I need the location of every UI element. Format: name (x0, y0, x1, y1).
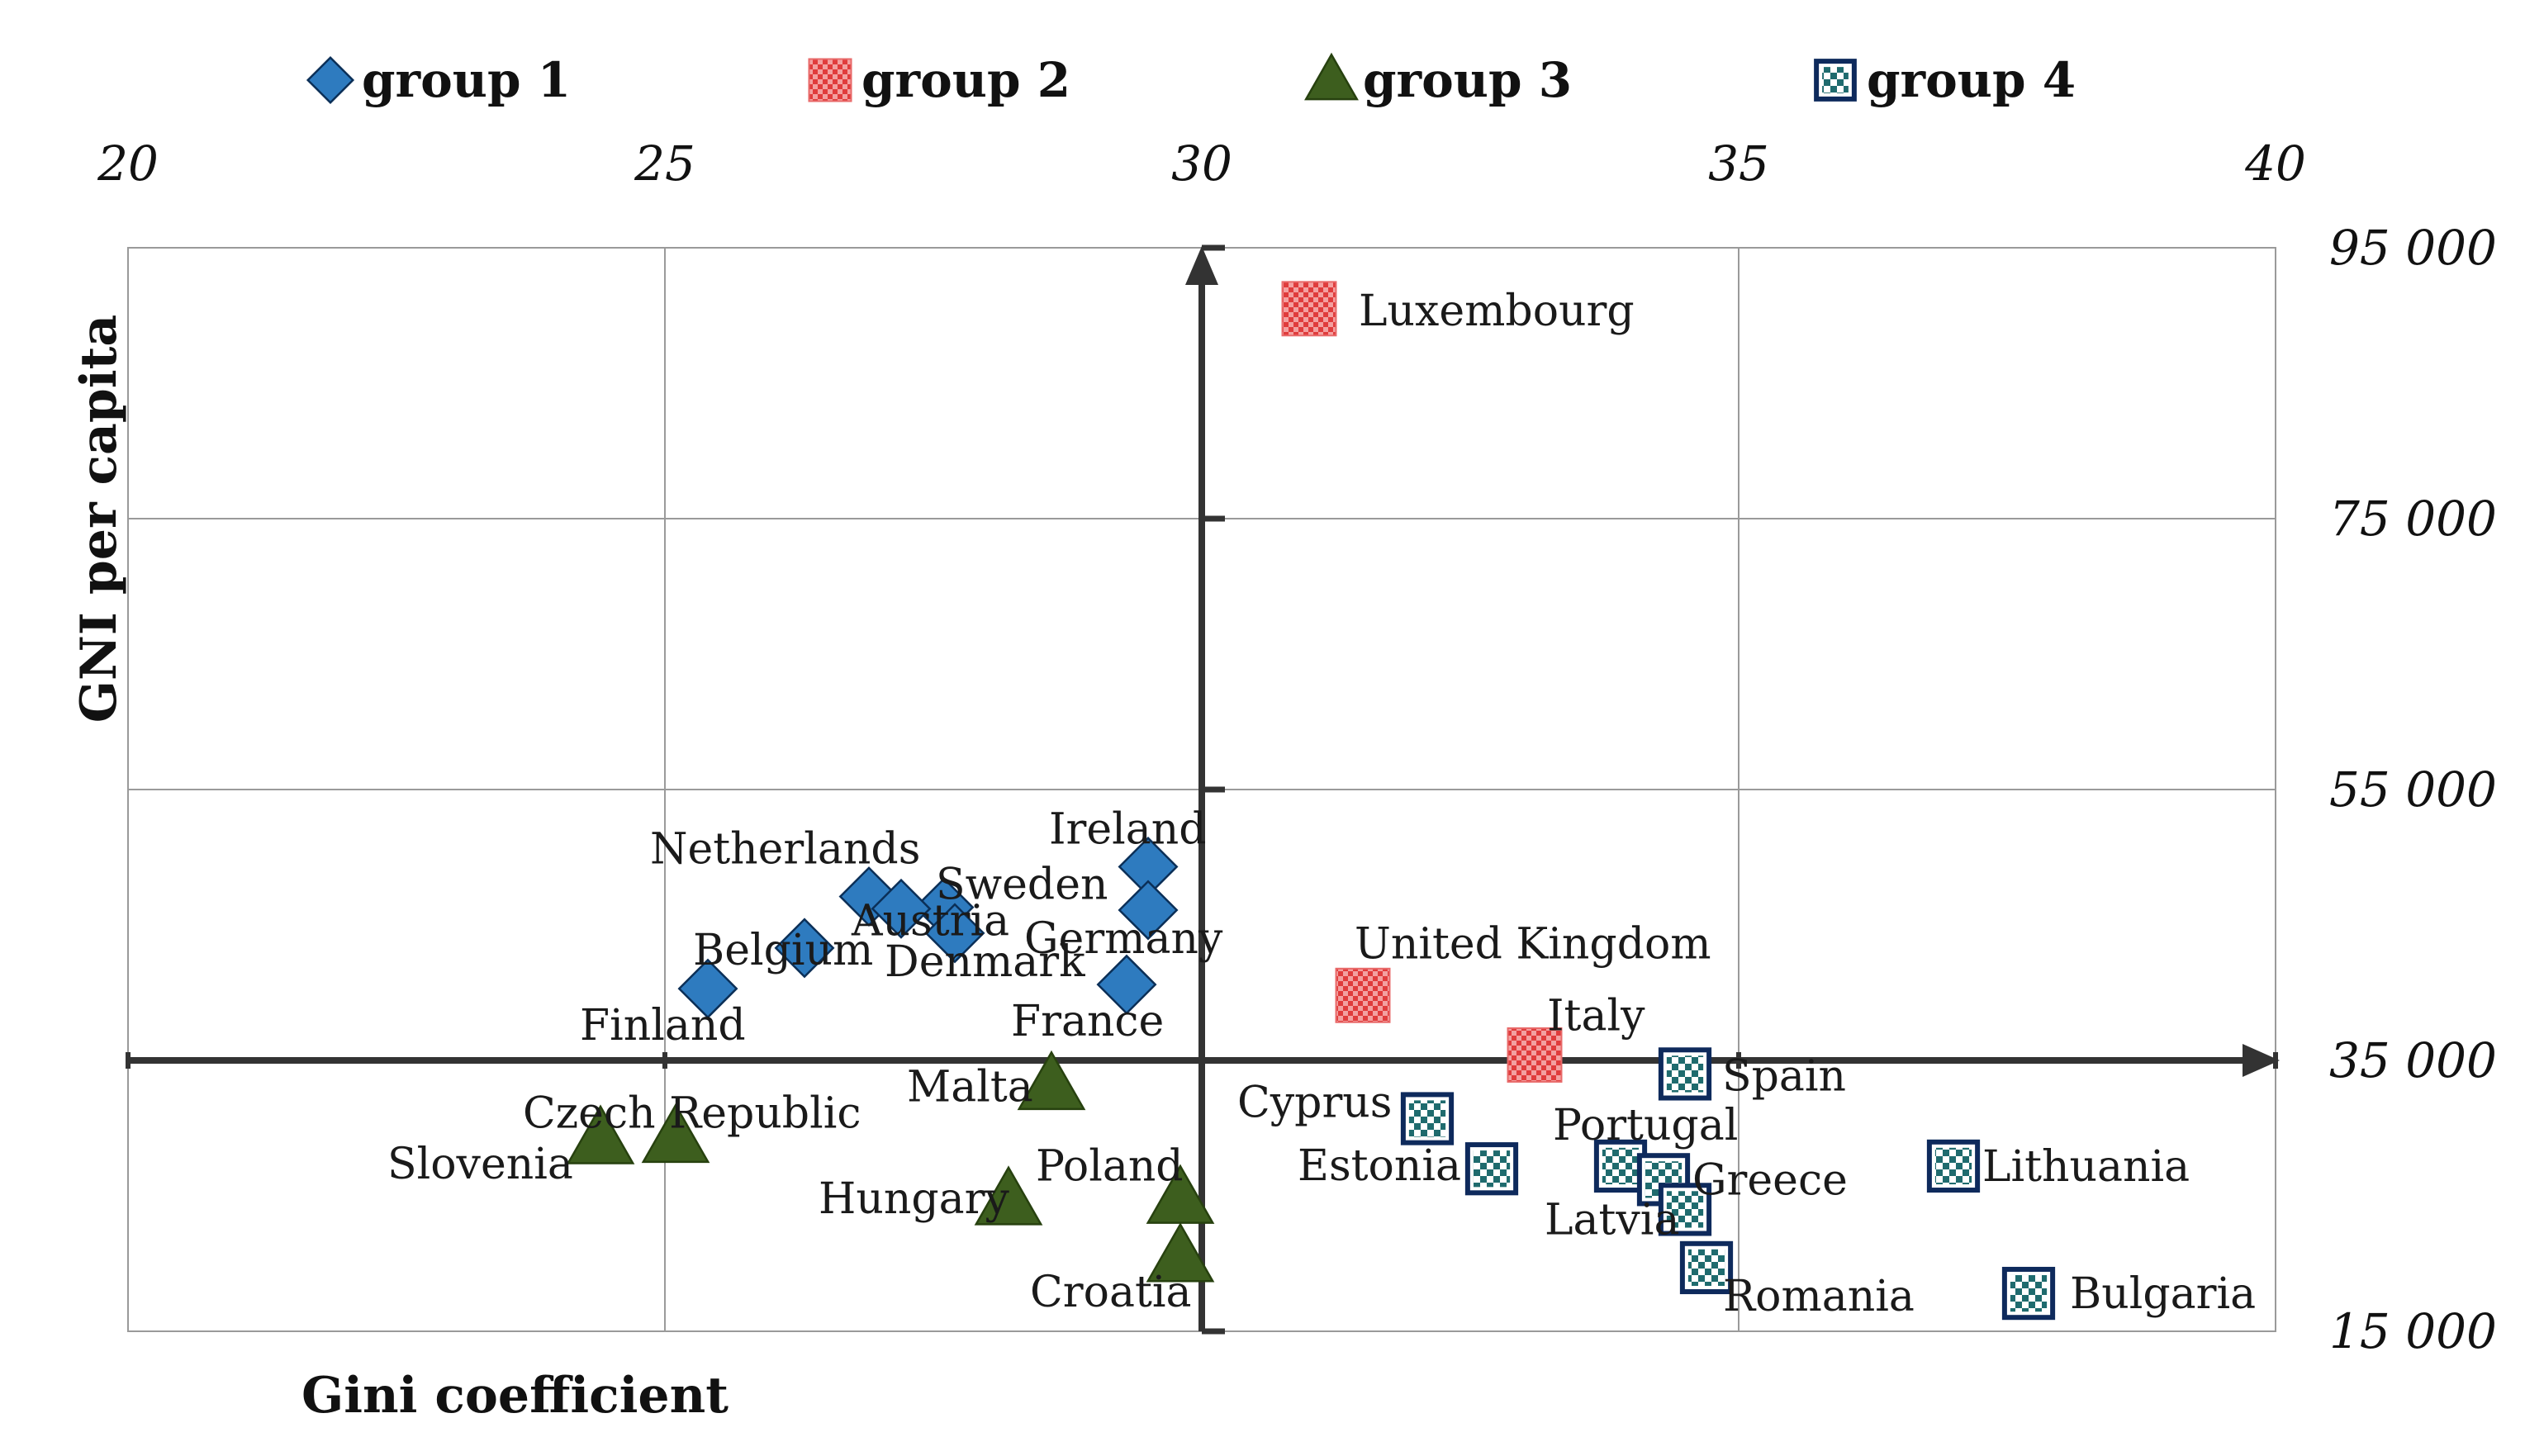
point-label: Romania (1723, 1272, 1915, 1321)
y-tick-label: 35 000 (2329, 1032, 2497, 1088)
point-label: Belgium (693, 926, 873, 975)
data-point (1400, 1092, 1455, 1145)
data-point (1679, 1240, 1734, 1295)
data-point (924, 903, 985, 964)
point-label: Poland (1036, 1141, 1184, 1191)
plot-area (126, 244, 2280, 1335)
legend-marker (306, 55, 355, 105)
y-tick-labels: 95 000 75 000 55 000 35 000 15 000 (2329, 220, 2497, 1359)
point-label: Luxembourg (1359, 287, 1635, 336)
legend-item: group 1 (306, 52, 571, 108)
point-label: Portugal (1553, 1101, 1738, 1150)
point-label: Ireland (1049, 804, 1207, 854)
data-point (774, 918, 835, 979)
x-tick-label: 30 (1171, 135, 1232, 192)
vertical-axis-arrow (1185, 246, 1218, 285)
data-point (974, 1165, 1043, 1226)
point-label: Bulgaria (2070, 1269, 2256, 1319)
data-point (1281, 281, 1337, 337)
point-label: Italy (1547, 991, 1645, 1041)
legend-label: group 4 (1867, 52, 2076, 108)
data-point (677, 958, 738, 1019)
y-tick-label: 95 000 (2329, 220, 2497, 276)
x-tick-label: 25 (634, 135, 695, 192)
point-label: Latvia (1545, 1195, 1679, 1245)
x-axis-title: Gini coefficient (301, 1367, 729, 1425)
data-point (641, 1103, 710, 1164)
point-label: Finland (580, 1001, 746, 1051)
y-tick-label: 15 000 (2329, 1303, 2497, 1359)
legend-marker (808, 58, 852, 102)
point-label: France (1011, 997, 1164, 1046)
data-point (1658, 1047, 1712, 1101)
legend-item: group 3 (1304, 52, 1572, 108)
point-label: Greece (1692, 1155, 1848, 1205)
y-tick-label: 75 000 (2329, 491, 2497, 547)
data-point (1146, 1222, 1215, 1283)
point-label: Czech Republic (523, 1088, 861, 1138)
legend: group 1 group 2 group 3 group 4 (306, 52, 2076, 108)
legend-marker (1814, 59, 1857, 102)
y-axis-title: GNI per capita (70, 315, 128, 723)
legend-item: group 4 (1814, 52, 2076, 108)
point-label: Slovenia (387, 1140, 573, 1189)
data-point (1926, 1139, 1981, 1193)
point-label: Malta (907, 1063, 1033, 1112)
point-label: Netherlands (650, 825, 920, 875)
legend-label: group 1 (362, 52, 571, 108)
data-point (1464, 1142, 1519, 1196)
data-point (871, 878, 932, 939)
point-label: Cyprus (1237, 1079, 1392, 1128)
point-label: Croatia (1030, 1268, 1191, 1317)
point-label: Austria (851, 896, 1009, 946)
x-tick-label: 35 (1708, 135, 1769, 192)
data-point (1118, 880, 1179, 941)
data-point (1096, 954, 1157, 1015)
data-point (1017, 1050, 1086, 1111)
legend-label: group 2 (861, 52, 1070, 108)
legend-label: group 3 (1363, 52, 1572, 108)
point-label: Spain (1722, 1051, 1846, 1101)
x-tick-label: 40 (2244, 135, 2306, 192)
legend-item: group 2 (808, 52, 1070, 108)
data-point (1658, 1183, 1712, 1236)
data-point (2001, 1266, 2056, 1321)
horizontal-axis-arrow (2243, 1044, 2280, 1077)
y-tick-label: 55 000 (2329, 761, 2497, 818)
data-point (1507, 1027, 1563, 1083)
legend-marker (1304, 52, 1359, 101)
point-label: Germany (1024, 914, 1223, 964)
data-point (566, 1104, 635, 1164)
point-label: Estonia (1298, 1141, 1461, 1191)
point-label: Hungary (819, 1174, 1009, 1224)
point-label: Denmark (885, 937, 1085, 987)
data-points (566, 281, 2056, 1321)
point-label: United Kingdom (1355, 919, 1711, 969)
data-point (1335, 967, 1391, 1023)
point-label: Sweden (936, 861, 1108, 910)
x-tick-labels: 20 25 30 35 40 (97, 135, 2306, 192)
x-tick-label: 20 (97, 135, 159, 192)
point-label: Lithuania (1982, 1142, 2190, 1192)
